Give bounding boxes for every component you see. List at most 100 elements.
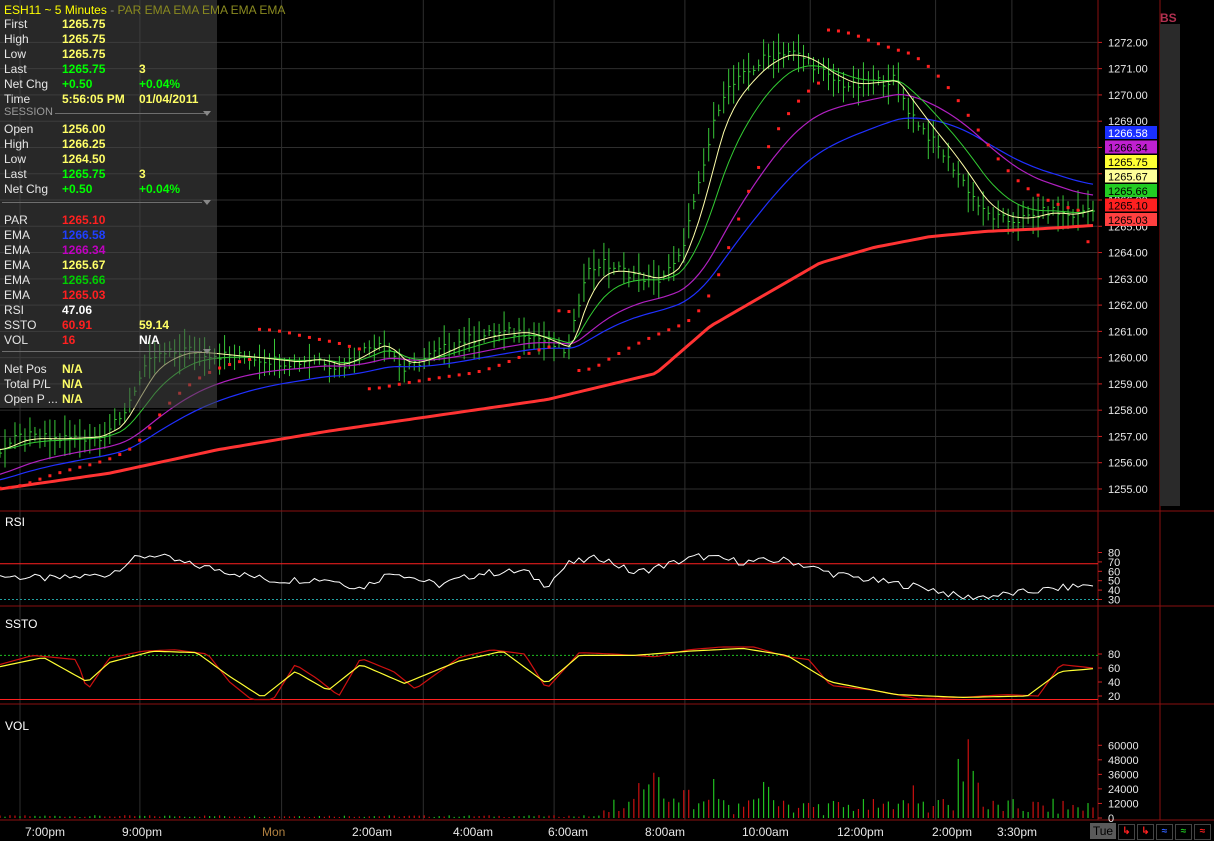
sar-dot xyxy=(817,81,821,85)
sar-dot xyxy=(128,447,132,451)
sar-dot xyxy=(846,31,850,35)
quote-label: Open xyxy=(4,122,34,136)
sar-dot xyxy=(557,309,561,313)
sar-dot xyxy=(896,48,900,52)
sar-dot xyxy=(0,486,2,490)
time-axis-label: 12:00pm xyxy=(837,825,884,839)
quote-value-secondary: +0.04% xyxy=(139,182,181,196)
collapse-arrow-icon[interactable] xyxy=(203,349,211,354)
quote-label: EMA xyxy=(4,228,31,242)
last-value-badge xyxy=(1105,155,1157,168)
sar-dot xyxy=(467,372,471,376)
last-value-badge xyxy=(1105,198,1157,212)
quote-value: N/A xyxy=(62,392,83,406)
ssto-tick-label: 20 xyxy=(1108,691,1120,703)
quote-value: 1266.58 xyxy=(62,228,106,242)
sar-dot xyxy=(757,165,761,169)
quote-value: +0.50 xyxy=(62,77,93,91)
last-value-text: 1265.03 xyxy=(1108,215,1148,227)
rsi-tick-label: 80 xyxy=(1108,548,1120,560)
quote-label: EMA xyxy=(4,243,31,257)
sar-dot xyxy=(287,331,291,335)
sar-dot xyxy=(577,369,581,373)
quote-value: 1265.75 xyxy=(62,17,106,31)
sar-dot xyxy=(787,112,791,116)
quote-label: Last xyxy=(4,62,27,76)
quote-label: Last xyxy=(4,167,27,181)
price-tick-label: 1262.00 xyxy=(1108,300,1148,312)
nav-button-0[interactable]: ↳ xyxy=(1118,824,1135,840)
ema-slow-line xyxy=(0,224,1094,491)
quote-value: N/A xyxy=(62,377,83,391)
quote-value: N/A xyxy=(62,362,83,376)
sar-dot xyxy=(826,28,830,32)
sar-dot xyxy=(228,362,232,366)
sar-dot xyxy=(1006,169,1010,173)
sar-dot xyxy=(28,481,32,485)
quote-value: 1266.34 xyxy=(62,243,106,257)
quote-label: Total P/L xyxy=(4,377,51,391)
bs-button[interactable]: BS xyxy=(1160,11,1177,25)
quote-value: 1265.75 xyxy=(62,62,106,76)
sar-dot xyxy=(886,45,890,49)
sar-dot xyxy=(956,99,960,103)
nav-button-3[interactable]: ≈ xyxy=(1175,824,1192,840)
quote-value: 1264.50 xyxy=(62,152,106,166)
sar-dot xyxy=(617,351,621,355)
quote-value-secondary: N/A xyxy=(139,333,160,347)
sar-dot xyxy=(477,370,481,374)
sar-dot xyxy=(767,145,771,149)
nav-button-2[interactable]: ≈ xyxy=(1156,824,1173,840)
session-section-label: SESSION xyxy=(4,106,53,118)
sar-dot xyxy=(437,376,441,380)
sar-dot xyxy=(18,484,22,488)
quote-label: PAR xyxy=(4,213,28,227)
sar-dot xyxy=(148,426,152,430)
last-value-badge xyxy=(1105,140,1157,154)
quote-label: Net Chg xyxy=(4,77,49,91)
rsi-tick-label: 70 xyxy=(1108,557,1120,569)
price-tick-label: 1263.00 xyxy=(1108,274,1148,286)
price-tick-label: 1271.00 xyxy=(1108,64,1148,76)
quote-value: 1256.00 xyxy=(62,122,106,136)
rsi-tick-label: 30 xyxy=(1108,594,1120,606)
sar-dot xyxy=(268,328,272,332)
sar-dot xyxy=(737,217,741,221)
price-tick-label: 1257.00 xyxy=(1108,431,1148,443)
sar-dot xyxy=(876,42,880,46)
day-label: Tue xyxy=(1090,823,1116,839)
sar-dot xyxy=(527,351,531,355)
collapse-arrow-icon[interactable] xyxy=(203,111,211,116)
sar-dot xyxy=(966,113,970,117)
sar-dot xyxy=(78,465,82,469)
sar-dot xyxy=(597,363,601,367)
sar-dot xyxy=(377,386,381,390)
collapse-arrow-icon[interactable] xyxy=(203,200,211,205)
last-value-badge xyxy=(1105,213,1157,226)
nav-button-4[interactable]: ≈ xyxy=(1194,824,1211,840)
sar-dot xyxy=(387,384,391,388)
quote-label: RSI xyxy=(4,303,25,317)
quote-value: 1265.66 xyxy=(62,273,106,287)
ssto-tick-label: 40 xyxy=(1108,677,1120,689)
time-axis-label: 2:00pm xyxy=(932,825,972,839)
sar-dot xyxy=(258,327,262,331)
sar-dot xyxy=(417,379,421,383)
last-value-text: 1266.58 xyxy=(1108,128,1148,140)
quote-value: 1265.75 xyxy=(62,47,106,61)
sar-dot xyxy=(1066,206,1070,210)
nav-button-1[interactable]: ↳ xyxy=(1137,824,1154,840)
sar-dot xyxy=(547,345,551,349)
price-scroll-track[interactable] xyxy=(1160,24,1180,506)
sar-dot xyxy=(457,373,461,377)
sar-dot xyxy=(327,339,331,343)
quote-value-secondary: 3 xyxy=(139,167,146,181)
sar-dot xyxy=(507,360,511,364)
quote-value-secondary: 01/04/2011 xyxy=(139,92,199,106)
sar-dot xyxy=(248,357,252,361)
vol-tick-label: 48000 xyxy=(1108,755,1139,767)
sar-dot xyxy=(58,471,62,475)
quote-label: EMA xyxy=(4,273,31,287)
sar-dot xyxy=(797,99,801,103)
